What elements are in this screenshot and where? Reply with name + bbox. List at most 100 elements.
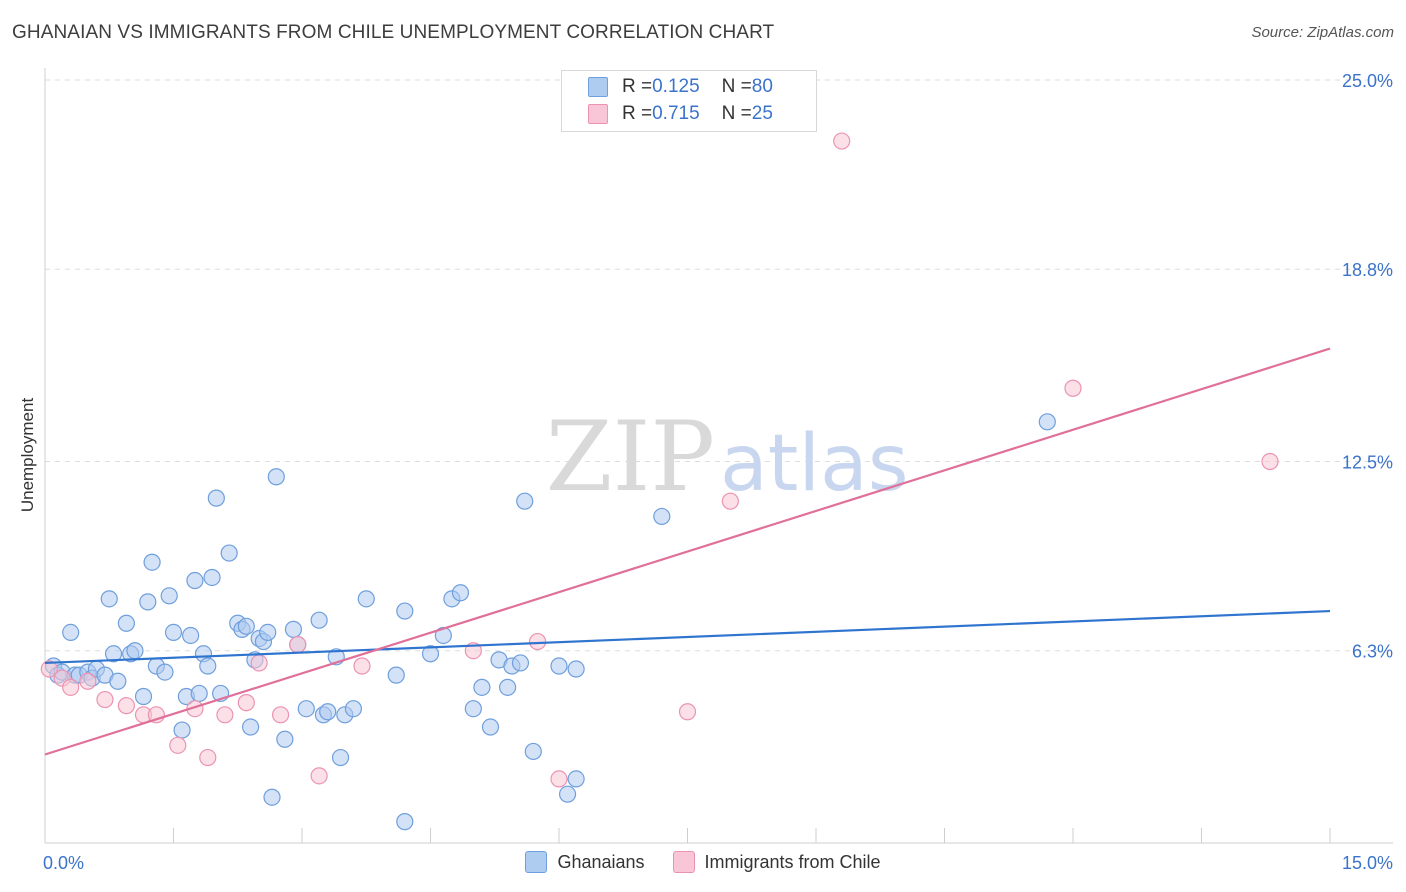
point-ghanaians bbox=[567, 660, 585, 678]
y-tick-label: 25.0% bbox=[1342, 71, 1393, 91]
point-chile bbox=[62, 678, 80, 696]
point-chile bbox=[79, 672, 97, 690]
point-chile bbox=[199, 748, 217, 767]
legend-n-label: N = bbox=[721, 103, 752, 124]
point-ghanaians bbox=[310, 611, 328, 629]
point-ghanaians bbox=[220, 544, 238, 562]
point-ghanaians bbox=[62, 623, 80, 642]
legend-item-ghanaians[interactable]: Ghanaians bbox=[525, 851, 645, 873]
point-ghanaians bbox=[567, 770, 585, 788]
legend-n-value: 80 bbox=[751, 76, 773, 97]
point-ghanaians bbox=[143, 553, 161, 571]
legend-n-label: N = bbox=[721, 76, 752, 97]
point-ghanaians bbox=[134, 687, 153, 706]
point-ghanaians bbox=[434, 626, 452, 645]
point-ghanaians bbox=[344, 700, 362, 718]
point-chile bbox=[310, 767, 328, 785]
point-ghanaians bbox=[263, 788, 281, 806]
point-ghanaians bbox=[473, 678, 491, 696]
y-tick-labels: 6.3% 12.5% 18.8% 25.0% bbox=[1342, 71, 1393, 662]
point-ghanaians bbox=[160, 587, 178, 605]
point-chile bbox=[271, 706, 290, 724]
x-axis-ticks bbox=[44, 828, 1331, 843]
point-ghanaians bbox=[451, 584, 470, 602]
series-immigrants-from-chile bbox=[40, 132, 1279, 788]
x-tick-label-min: 0.0% bbox=[43, 853, 85, 873]
point-chile bbox=[250, 654, 268, 672]
point-ghanaians bbox=[421, 645, 440, 663]
point-ghanaians bbox=[173, 721, 191, 739]
point-ghanaians bbox=[1038, 413, 1056, 431]
point-ghanaians bbox=[259, 623, 277, 642]
point-ghanaians bbox=[464, 700, 482, 718]
watermark-atlas: atlas bbox=[720, 419, 909, 509]
point-chile bbox=[1064, 379, 1082, 397]
point-ghanaians bbox=[524, 742, 542, 761]
point-ghanaians bbox=[100, 590, 118, 608]
chart-title: GHANAIAN VS IMMIGRANTS FROM CHILE UNEMPL… bbox=[12, 22, 775, 43]
legend-row-chile: R = 0.715 N = 25 bbox=[588, 102, 773, 126]
point-ghanaians bbox=[242, 718, 260, 736]
point-ghanaians bbox=[284, 620, 303, 638]
y-tick-label: 18.8% bbox=[1342, 260, 1393, 280]
point-ghanaians bbox=[516, 492, 534, 510]
point-chile bbox=[96, 690, 114, 709]
point-chile bbox=[40, 660, 58, 678]
point-ghanaians bbox=[182, 626, 200, 645]
x-tick-label-max: 15.0% bbox=[1341, 853, 1393, 873]
point-ghanaians bbox=[387, 666, 405, 684]
stats-legend: R = 0.125 N = 80 R = 0.715 N = 25 bbox=[561, 70, 817, 132]
legend-r-value: 0.125 bbox=[652, 76, 700, 97]
point-ghanaians bbox=[190, 684, 208, 703]
point-chile bbox=[353, 657, 371, 675]
point-ghanaians bbox=[653, 507, 671, 526]
legend-n-value: 25 bbox=[751, 103, 773, 124]
point-ghanaians bbox=[109, 672, 127, 690]
point-ghanaians bbox=[297, 700, 315, 718]
point-chile bbox=[833, 132, 851, 150]
legend-swatch-ghanaians bbox=[525, 851, 548, 873]
axes bbox=[44, 68, 1393, 844]
y-tick-label: 12.5% bbox=[1342, 453, 1393, 473]
point-chile bbox=[1261, 452, 1279, 471]
source-credit: Source: ZipAtlas.com bbox=[1251, 24, 1394, 41]
point-ghanaians bbox=[203, 568, 221, 587]
legend-r-value: 0.715 bbox=[652, 103, 700, 124]
point-ghanaians bbox=[199, 657, 217, 675]
point-ghanaians bbox=[276, 730, 294, 748]
point-chile bbox=[237, 694, 255, 712]
point-chile bbox=[678, 703, 697, 721]
point-chile bbox=[528, 632, 547, 651]
legend-row-ghanaians: R = 0.125 N = 80 bbox=[588, 75, 773, 99]
point-chile bbox=[216, 706, 234, 724]
point-chile bbox=[289, 636, 307, 654]
gridlines bbox=[45, 79, 1393, 652]
point-ghanaians bbox=[319, 703, 337, 721]
watermark: ZIP atlas bbox=[546, 401, 909, 513]
point-ghanaians bbox=[331, 748, 350, 767]
legend-label-chile: Immigrants from Chile bbox=[704, 851, 881, 872]
point-ghanaians bbox=[104, 645, 123, 663]
point-ghanaians bbox=[396, 602, 414, 620]
trend-line-chile bbox=[44, 347, 1331, 756]
point-ghanaians bbox=[207, 489, 225, 507]
watermark-zip: ZIP bbox=[546, 401, 715, 513]
point-ghanaians bbox=[139, 593, 157, 611]
point-chile bbox=[721, 492, 739, 510]
point-chile bbox=[550, 770, 568, 788]
legend-item-chile[interactable]: Immigrants from Chile bbox=[672, 851, 881, 873]
point-ghanaians bbox=[357, 590, 375, 608]
point-ghanaians bbox=[499, 678, 517, 696]
legend-r-label: R = bbox=[622, 103, 653, 124]
legend-swatch-blue bbox=[588, 77, 608, 97]
point-ghanaians bbox=[558, 785, 577, 803]
point-ghanaians bbox=[550, 657, 568, 675]
series-ghanaians bbox=[44, 413, 1056, 831]
point-ghanaians bbox=[481, 718, 500, 736]
point-ghanaians bbox=[156, 663, 174, 681]
point-ghanaians bbox=[186, 571, 204, 590]
point-ghanaians bbox=[164, 623, 183, 642]
point-ghanaians bbox=[237, 617, 255, 635]
point-ghanaians bbox=[511, 654, 530, 672]
